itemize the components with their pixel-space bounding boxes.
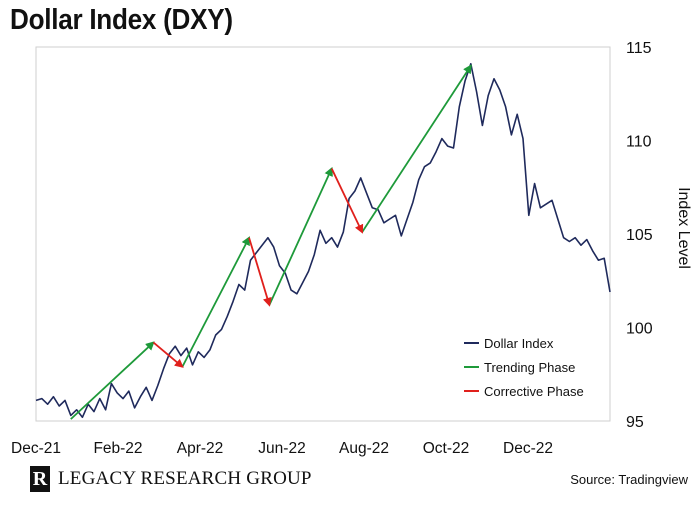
legend-label-1: Dollar Index: [484, 336, 554, 351]
source-note: Source: Tradingview: [570, 472, 688, 487]
corrective-phase-arrow-3: [330, 168, 364, 234]
corrective-phase-arrow-2: [248, 237, 272, 307]
logo-mark-icon: R: [30, 466, 50, 492]
y-tick-label: 115: [626, 40, 652, 57]
trending-phase-arrow-1: [70, 341, 155, 420]
y-tick-label: 100: [626, 321, 653, 338]
corrective-phase-arrow-1: [152, 341, 184, 368]
y-tick-label: 105: [626, 227, 653, 244]
x-tick-label: Feb-22: [93, 440, 142, 457]
x-tick-label: Aug-22: [339, 440, 389, 457]
x-tick-label: Dec-22: [503, 440, 553, 457]
logo-text: LEGACY RESEARCH GROUP: [58, 468, 312, 489]
legend-label-2: Trending Phase: [484, 360, 575, 375]
trending-phase-arrow-3: [268, 166, 333, 306]
y-tick-label: 110: [626, 134, 652, 151]
trending-phase-arrow-2: [181, 236, 250, 368]
legend-label-3: Corrective Phase: [484, 384, 584, 399]
axes: 95 100 105 110 115 Dec-21 Feb-22 Apr-22 Jun-22 Au…: [11, 40, 692, 457]
x-tick-label: Jun-22: [258, 440, 305, 457]
x-tick-label: Dec-21: [11, 440, 61, 457]
y-axis-label: Index Level: [675, 187, 692, 269]
x-tick-label: Oct-22: [423, 440, 470, 457]
plot-border: [35, 46, 611, 422]
trending-phase-arrow-4: [361, 64, 472, 233]
x-tick-label: Apr-22: [177, 440, 224, 457]
phase-arrows: [70, 64, 472, 420]
brand-logo: R LEGACY RESEARCH GROUP: [30, 466, 312, 492]
page-title: Dollar Index (DXY): [10, 4, 233, 36]
legend: Dollar Index Trending Phase Corrective Pha…: [464, 336, 584, 399]
plot-frame: [35, 46, 611, 422]
series-layer: [35, 62, 611, 419]
y-tick-label: 95: [626, 414, 644, 431]
dollar-index-line: [35, 62, 611, 419]
